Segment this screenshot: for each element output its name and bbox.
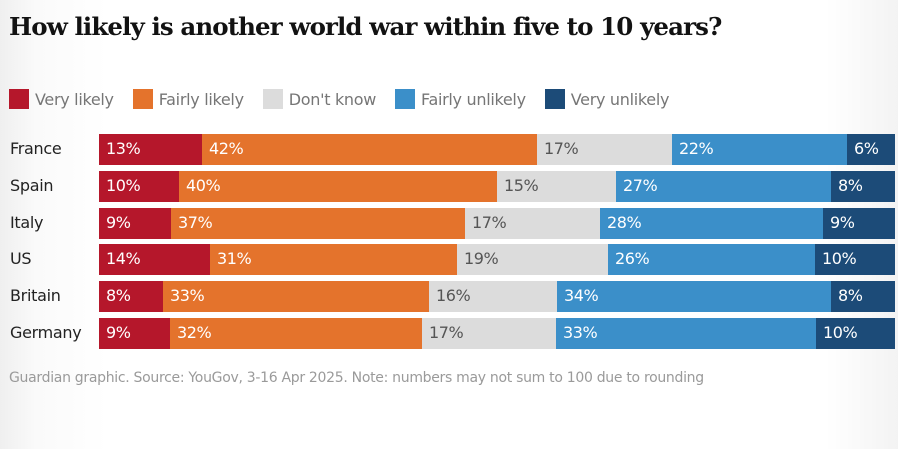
bar-segment: 8% [831,171,895,202]
chart-footnote: Guardian graphic. Source: YouGov, 3-16 A… [9,370,704,386]
bar-row: Spain 10% 40% 15% 27% 8% [0,171,898,202]
bar-segment: 33% [163,281,429,312]
category-label: Germany [10,323,82,342]
bar-segment: 13% [99,134,202,165]
data-label: 40% [186,176,221,195]
bar-segment: 14% [99,244,210,275]
category-label: Britain [10,286,61,305]
bar-row: US 14% 31% 19% 26% 10% [0,244,898,275]
data-label: 34% [564,286,599,305]
legend-label: Fairly likely [158,89,244,109]
legend-swatch [395,89,416,109]
bar-segment: 9% [99,208,171,239]
legend-label: Very unlikely [570,89,670,109]
stacked-bar: 14% 31% 19% 26% 10% [99,244,895,275]
data-label: 10% [823,323,858,342]
data-label: 9% [830,213,855,232]
legend-swatch [262,89,283,109]
data-label: 8% [838,176,863,195]
bar-segment: 8% [99,281,163,312]
legend-swatch [132,89,153,109]
data-label: 14% [106,249,141,268]
legend-label: Don't know [288,89,377,109]
legend-item: Don't know [262,89,377,109]
legend-item: Fairly unlikely [395,89,526,109]
bar-segment: 28% [600,208,823,239]
bar-segment: 22% [672,134,847,165]
legend-item: Very unlikely [544,89,670,109]
bar-segment: 10% [99,171,179,202]
legend-label: Fairly unlikely [421,89,526,109]
data-label: 42% [209,139,244,158]
bar-segment: 9% [99,318,170,349]
stacked-bar: 9% 32% 17% 33% 10% [99,318,895,349]
chart-title: How likely is another world war within f… [9,12,722,41]
data-label: 22% [679,139,714,158]
data-label: 27% [623,176,658,195]
data-label: 28% [607,213,642,232]
bar-segment: 34% [557,281,831,312]
bar-row: Germany 9% 32% 17% 33% 10% [0,318,898,349]
data-label: 8% [106,286,131,305]
bar-segment: 9% [823,208,895,239]
bar-segment: 27% [616,171,831,202]
data-label: 31% [217,249,252,268]
stacked-bar: 8% 33% 16% 34% 8% [99,281,895,312]
data-label: 32% [177,323,212,342]
data-label: 10% [822,249,857,268]
category-label: Italy [10,213,44,232]
data-label: 33% [563,323,598,342]
data-label: 10% [106,176,141,195]
bar-segment: 37% [171,208,465,239]
bar-row: Britain 8% 33% 16% 34% 8% [0,281,898,312]
data-label: 17% [544,139,579,158]
data-label: 6% [854,139,879,158]
data-label: 37% [178,213,213,232]
bar-segment: 10% [815,244,895,275]
data-label: 19% [464,249,499,268]
legend-label: Very likely [35,89,114,109]
bar-segment: 15% [497,171,616,202]
data-label: 8% [838,286,863,305]
data-label: 17% [472,213,507,232]
bar-segment: 31% [210,244,457,275]
bar-row: France 13% 42% 17% 22% 6% [0,134,898,165]
bar-segment: 17% [422,318,556,349]
data-label: 17% [429,323,464,342]
bar-segment: 16% [429,281,557,312]
data-label: 13% [106,139,141,158]
bar-segment: 17% [465,208,600,239]
bar-segment: 19% [457,244,608,275]
category-label: Spain [10,176,54,195]
bar-segment: 42% [202,134,537,165]
bar-row: Italy 9% 37% 17% 28% 9% [0,208,898,239]
bar-segment: 33% [556,318,816,349]
bar-segment: 26% [608,244,815,275]
bar-segment: 32% [170,318,422,349]
legend-item: Very likely [9,89,114,109]
legend: Very likely Fairly likely Don't know Fairly… [9,88,688,110]
category-label: US [10,249,32,268]
legend-swatch [9,89,29,109]
data-label: 15% [504,176,539,195]
stacked-bar: 10% 40% 15% 27% 8% [99,171,895,202]
category-label: France [10,139,62,158]
legend-swatch [544,89,565,109]
stacked-bar: 13% 42% 17% 22% 6% [99,134,895,165]
data-label: 9% [106,213,131,232]
bar-segment: 17% [537,134,672,165]
data-label: 26% [615,249,650,268]
bar-segment: 40% [179,171,497,202]
data-label: 9% [106,323,131,342]
data-label: 33% [170,286,205,305]
bar-segment: 8% [831,281,895,312]
stacked-bar: 9% 37% 17% 28% 9% [99,208,895,239]
bar-segment: 10% [816,318,895,349]
bar-segment: 6% [847,134,895,165]
data-label: 16% [436,286,471,305]
legend-item: Fairly likely [132,89,244,109]
